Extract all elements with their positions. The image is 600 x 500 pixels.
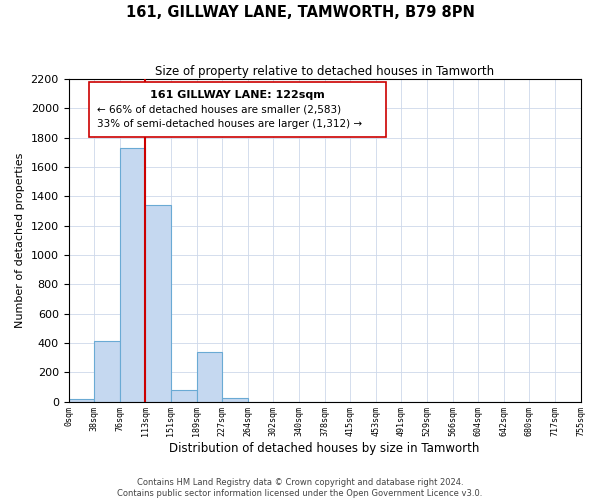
Title: Size of property relative to detached houses in Tamworth: Size of property relative to detached ho… bbox=[155, 65, 494, 78]
Text: 161 GILLWAY LANE: 122sqm: 161 GILLWAY LANE: 122sqm bbox=[150, 90, 325, 101]
X-axis label: Distribution of detached houses by size in Tamworth: Distribution of detached houses by size … bbox=[169, 442, 480, 455]
Bar bbox=[68, 398, 94, 402]
Text: ← 66% of detached houses are smaller (2,583): ← 66% of detached houses are smaller (2,… bbox=[97, 105, 341, 115]
Text: Contains HM Land Registry data © Crown copyright and database right 2024.
Contai: Contains HM Land Registry data © Crown c… bbox=[118, 478, 482, 498]
Bar bbox=[94, 342, 120, 402]
Text: 33% of semi-detached houses are larger (1,312) →: 33% of semi-detached houses are larger (… bbox=[97, 120, 362, 130]
Bar bbox=[197, 352, 222, 402]
Y-axis label: Number of detached properties: Number of detached properties bbox=[15, 152, 25, 328]
Bar bbox=[171, 390, 197, 402]
Bar bbox=[222, 398, 248, 402]
Bar bbox=[145, 205, 171, 402]
FancyBboxPatch shape bbox=[89, 82, 386, 137]
Bar bbox=[120, 148, 145, 402]
Text: 161, GILLWAY LANE, TAMWORTH, B79 8PN: 161, GILLWAY LANE, TAMWORTH, B79 8PN bbox=[125, 5, 475, 20]
